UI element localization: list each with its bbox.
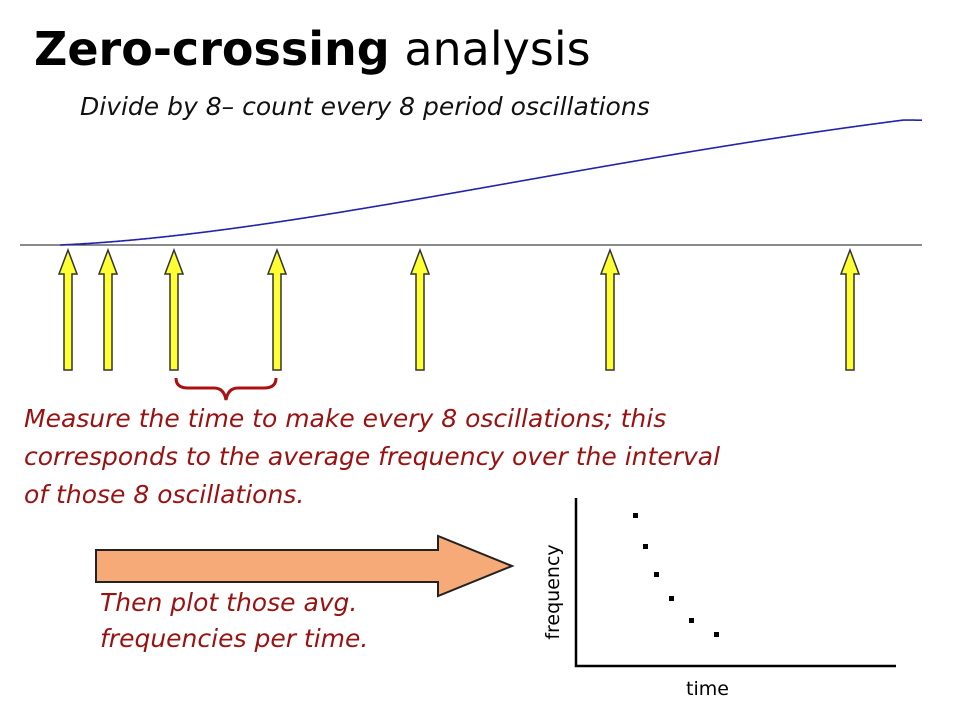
measure-explanation: Measure the time to make every 8 oscilla…	[24, 400, 954, 514]
big-right-arrow	[95, 534, 515, 598]
plot-line-2: frequencies per time.	[100, 624, 369, 653]
subtitle: Divide by 8– count every 8 period oscill…	[80, 92, 650, 121]
zero-crossing-arrow	[839, 247, 861, 371]
zero-crossing-arrow	[599, 247, 621, 371]
data-point	[669, 596, 674, 601]
measure-line-3: of those 8 oscillations.	[24, 480, 305, 509]
title-rest-part: analysis	[389, 22, 591, 76]
interval-brace	[174, 377, 278, 401]
plot-axes	[574, 498, 896, 668]
measure-line-1: Measure the time to make every 8 oscilla…	[24, 404, 667, 433]
data-point	[714, 632, 719, 637]
data-point	[643, 544, 648, 549]
frequency-points	[633, 513, 719, 637]
zero-crossing-arrow	[163, 247, 185, 371]
plot-line-1: Then plot those avg.	[100, 588, 358, 617]
zero-crossing-arrow	[57, 247, 79, 371]
data-point	[689, 618, 694, 623]
plot-explanation: Then plot those avg. frequencies per tim…	[100, 585, 368, 657]
zero-crossing-markers	[57, 247, 861, 371]
zero-crossing-arrow	[97, 247, 119, 371]
data-point	[654, 572, 659, 577]
oscillation-wave	[60, 119, 922, 246]
data-point	[633, 513, 638, 518]
zero-crossing-arrow	[266, 247, 288, 371]
y-axis-label: frequency	[542, 544, 564, 640]
zero-crossing-arrow	[409, 247, 431, 371]
x-axis-label: time	[686, 678, 729, 700]
measure-line-2: corresponds to the average frequency ove…	[24, 442, 721, 471]
title-bold-part: Zero-crossing	[34, 22, 390, 76]
page-title: Zero-crossing analysis	[34, 22, 591, 76]
